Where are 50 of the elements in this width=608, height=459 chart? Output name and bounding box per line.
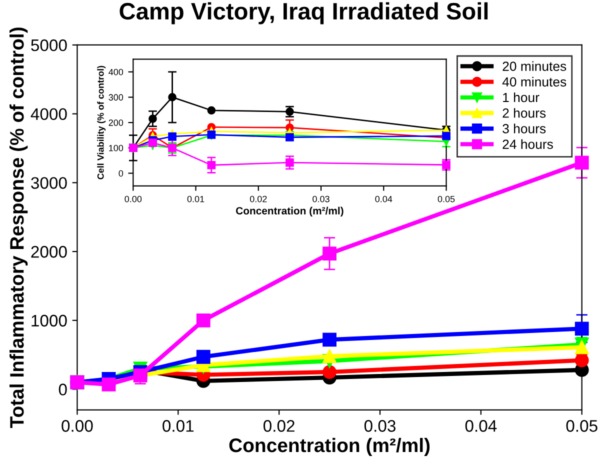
point bbox=[322, 365, 336, 379]
y-tick-label: 1000 bbox=[32, 314, 67, 327]
point bbox=[207, 106, 216, 115]
x-tick-label: 0.00 bbox=[124, 196, 142, 202]
y-axis-title: Cell Viability (% of control) bbox=[97, 66, 106, 180]
x-tick-label: 0.04 bbox=[465, 420, 497, 432]
point bbox=[207, 160, 216, 170]
legend-label: 20 minutes bbox=[502, 61, 566, 71]
point bbox=[286, 158, 294, 167]
point bbox=[168, 132, 176, 141]
x-tick-label: 0.04 bbox=[375, 196, 392, 202]
x-tick-label: 0.05 bbox=[438, 196, 455, 202]
y-tick-label: 100 bbox=[109, 144, 124, 152]
y-tick-label: 4000 bbox=[30, 108, 67, 120]
legend-label: 2 hours bbox=[502, 108, 546, 118]
y-tick-label: 0 bbox=[118, 170, 124, 177]
legend-label: 3 hours bbox=[502, 124, 546, 134]
y-tick-label: 5000 bbox=[31, 39, 67, 52]
point bbox=[322, 332, 336, 347]
x-tick-label: 0.00 bbox=[62, 420, 93, 432]
legend-label: 24 hours bbox=[502, 139, 553, 149]
x-axis-title: Concentration (m²/ml) bbox=[229, 438, 430, 456]
chart-title: Camp Victory, Iraq Irradiated Soil bbox=[120, 2, 488, 24]
x-tick-label: 0.01 bbox=[162, 420, 194, 432]
point bbox=[148, 138, 157, 147]
y-axis-title: Total Inflammatory Response (% of control) bbox=[10, 28, 28, 428]
point bbox=[574, 156, 589, 170]
point bbox=[574, 322, 589, 336]
y-tick-label: 400 bbox=[108, 68, 124, 76]
point bbox=[322, 349, 336, 364]
x-tick-label: 0.03 bbox=[312, 196, 330, 202]
y-tick-label: 3000 bbox=[31, 177, 67, 189]
x-tick-label: 0.05 bbox=[566, 420, 598, 432]
x-tick-label: 0.02 bbox=[250, 196, 267, 202]
legend-label: 1 hour bbox=[503, 92, 540, 102]
legend-label: 40 minutes bbox=[502, 76, 566, 87]
point bbox=[574, 340, 589, 354]
y-tick-label: 2000 bbox=[31, 246, 67, 258]
point bbox=[148, 114, 157, 123]
y-tick-label: 300 bbox=[108, 94, 124, 101]
point bbox=[322, 246, 336, 261]
x-tick-label: 0.01 bbox=[187, 196, 204, 202]
point bbox=[168, 93, 176, 102]
point bbox=[196, 350, 210, 364]
x-tick-label: 0.02 bbox=[264, 420, 294, 432]
y-tick-label: 200 bbox=[108, 120, 124, 126]
point bbox=[196, 313, 210, 328]
y-tick-label: 0 bbox=[58, 384, 67, 396]
x-axis-title: Concentration (m²/ml) bbox=[236, 206, 344, 217]
x-tick-label: 0.03 bbox=[364, 420, 396, 432]
